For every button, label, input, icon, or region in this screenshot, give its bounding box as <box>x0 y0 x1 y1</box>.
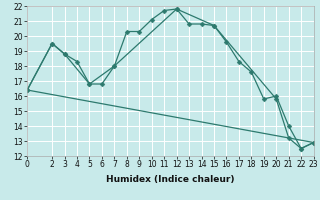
X-axis label: Humidex (Indice chaleur): Humidex (Indice chaleur) <box>106 175 235 184</box>
